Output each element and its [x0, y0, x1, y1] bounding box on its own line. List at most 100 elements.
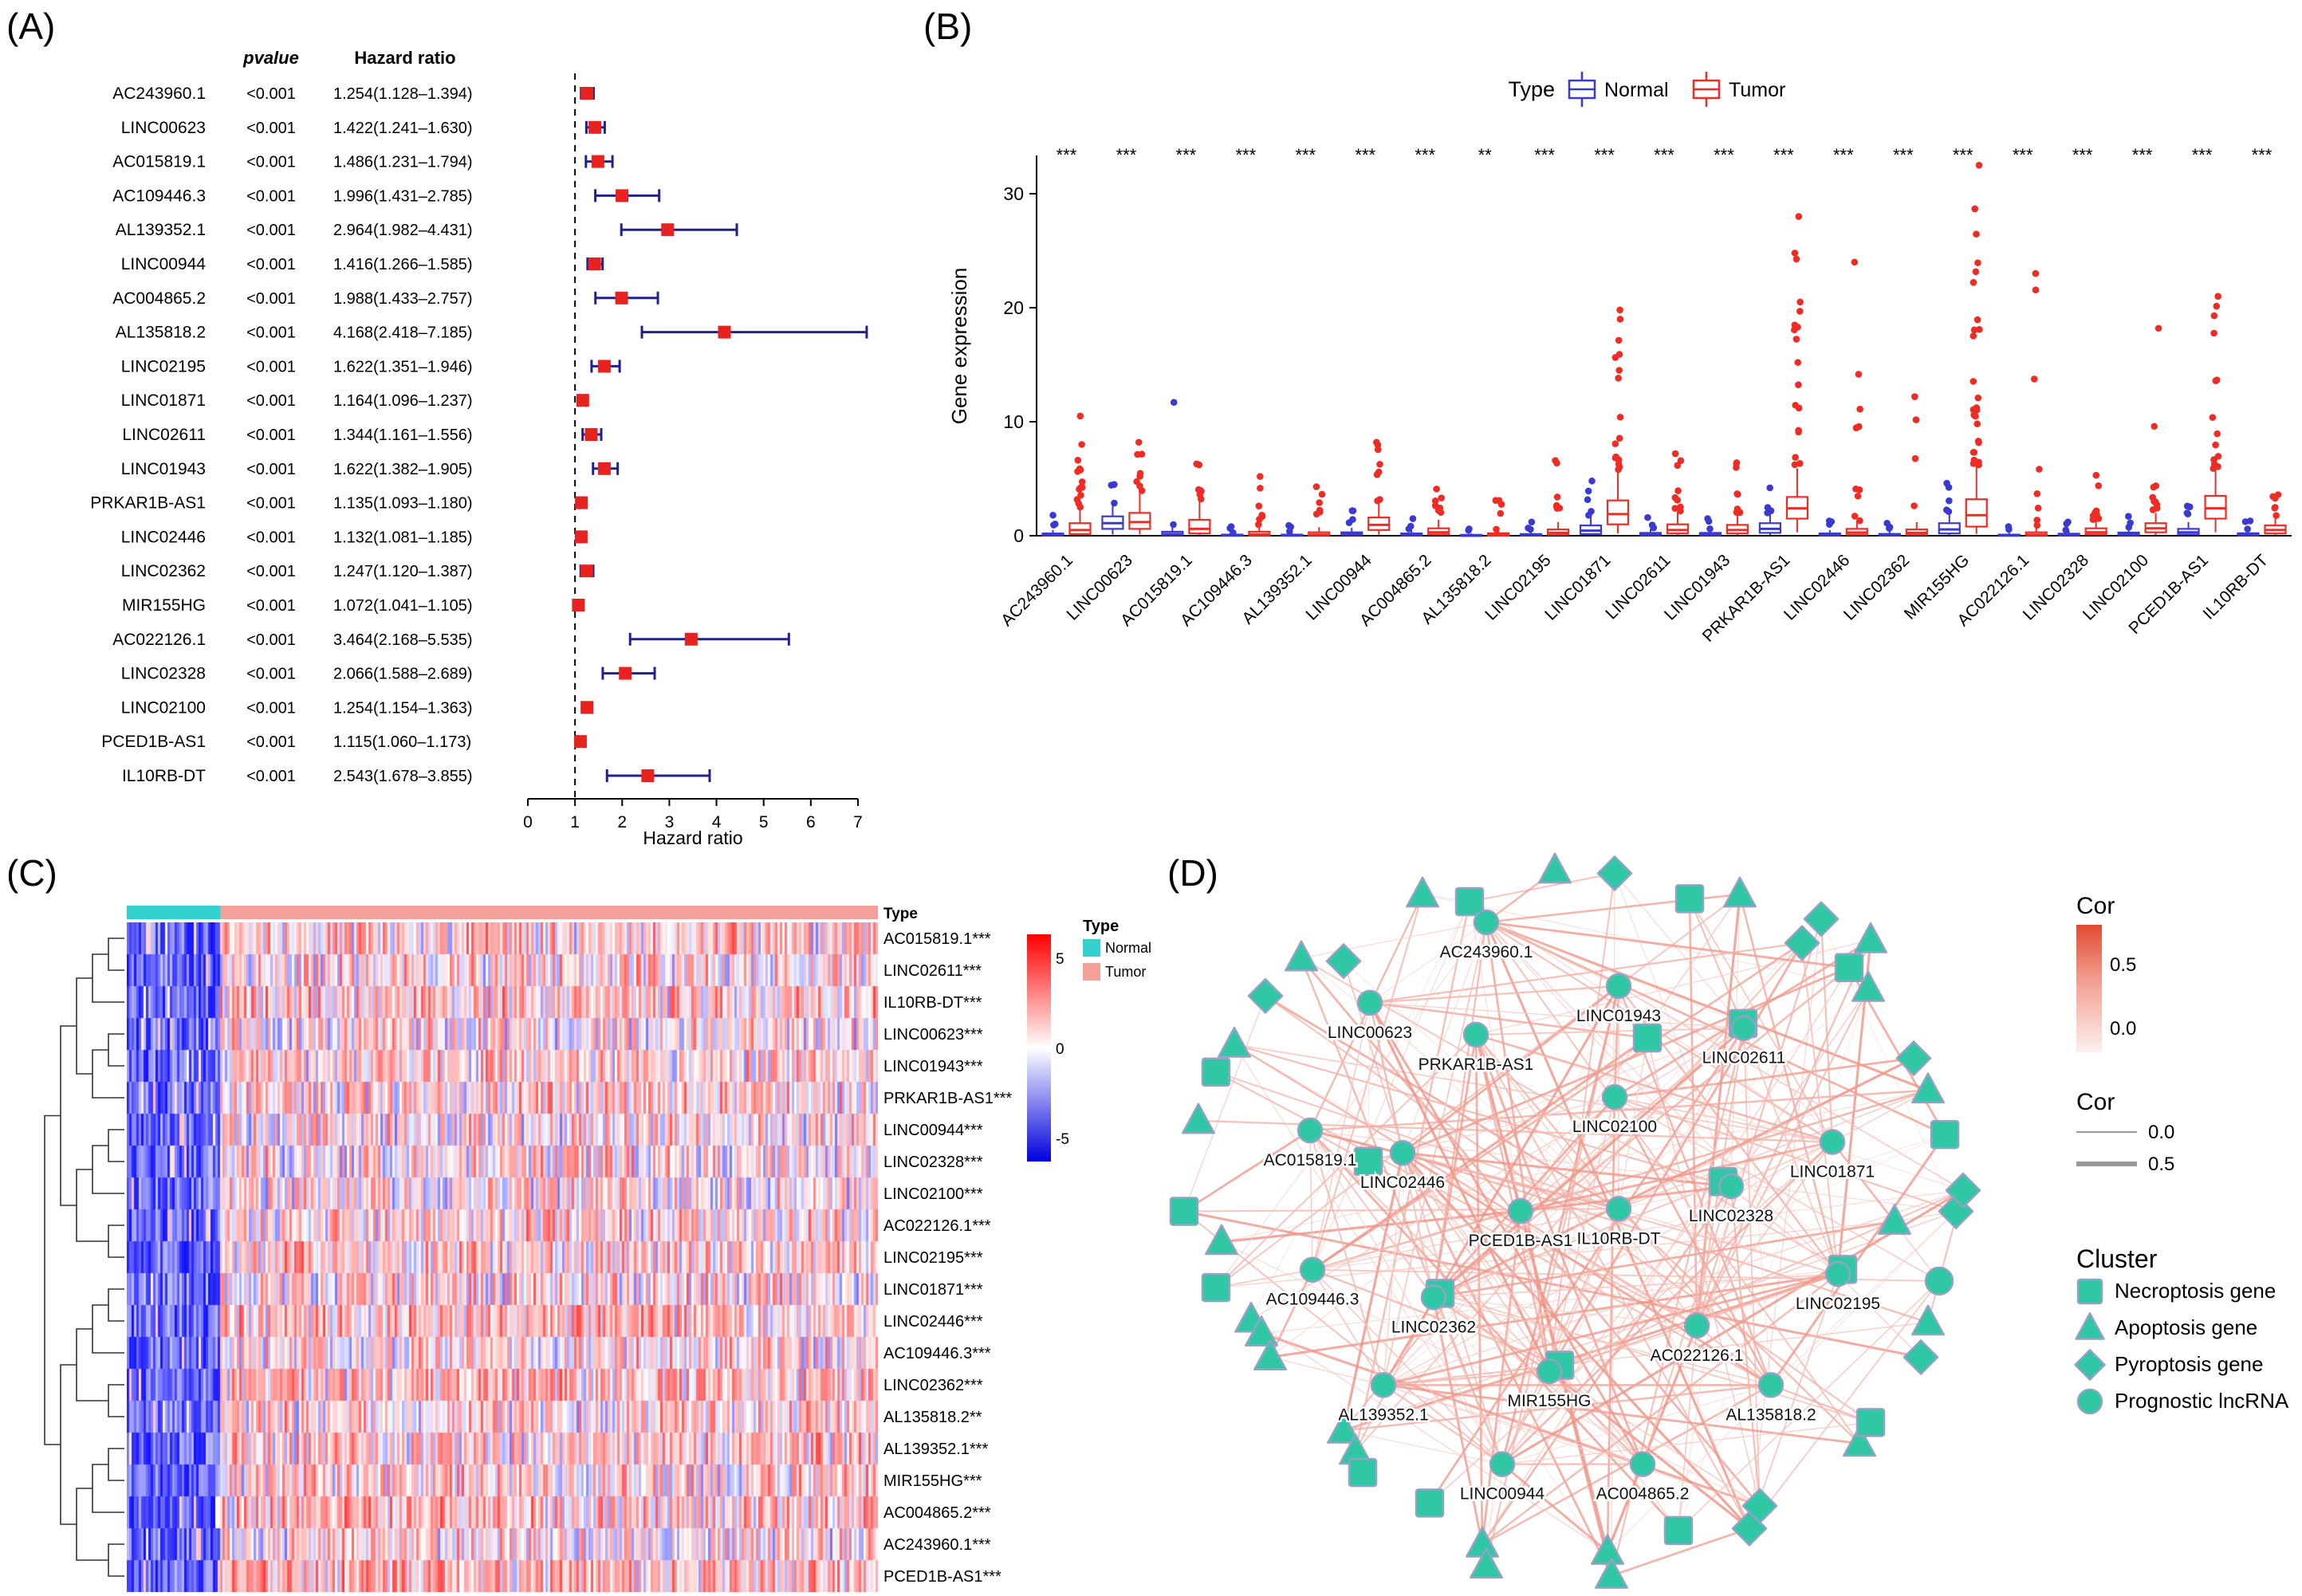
network-node-label: IL10RB-DT — [1576, 1229, 1660, 1248]
outlier-dot — [2212, 377, 2220, 384]
network-edge — [1215, 1034, 1477, 1288]
forest-x-tick: 0 — [523, 813, 533, 831]
significance-stars: ** — [1478, 145, 1493, 165]
network-edge — [1485, 1210, 1521, 1566]
forest-hr-marker — [591, 155, 604, 168]
outlier-dot — [2272, 512, 2280, 519]
heatmap-cells-canvas — [127, 922, 878, 1592]
forest-gene-label: LINC00623 — [121, 119, 206, 137]
network-node-label: AC022126.1 — [1651, 1346, 1744, 1365]
forest-pvalue: <0.001 — [246, 358, 296, 375]
outlier-dot — [1230, 529, 1237, 537]
outlier-dot — [1650, 524, 1658, 532]
outlier-dot — [1108, 482, 1116, 489]
outlier-dot — [1434, 506, 1442, 514]
legend-normal-label: Normal — [1105, 940, 1151, 956]
network-edge — [1485, 922, 1860, 1445]
network-edge — [1215, 1268, 1313, 1288]
outlier-dot — [1972, 268, 1980, 276]
forest-pvalue: <0.001 — [246, 392, 296, 410]
network-edge — [1475, 1033, 1833, 1143]
outlier-dot — [1796, 460, 1804, 467]
network-square-node — [1415, 1488, 1445, 1518]
network-lncrna-node — [1601, 1083, 1628, 1111]
outlier-dot — [2092, 471, 2100, 479]
network-triangle-node — [1182, 1103, 1215, 1134]
network-lncrna-node — [1536, 1358, 1563, 1385]
forest-hr-text: 3.464(2.168–5.535) — [333, 631, 473, 649]
outlier-dot — [2005, 525, 2013, 533]
network-edge — [1475, 1027, 1745, 1036]
network-edge — [1369, 941, 1803, 1004]
outlier-dot — [1285, 528, 1293, 535]
network-lncrna-node — [1507, 1197, 1534, 1225]
forest-pvalue: <0.001 — [246, 495, 296, 513]
network-edge — [1678, 1186, 1732, 1531]
colorbar-tick: 0 — [1056, 1041, 1064, 1058]
outlier-dot — [1677, 457, 1685, 465]
dendrogram-branch — [60, 1364, 77, 1525]
network-edge — [1269, 1269, 1314, 1358]
outlier-dot — [1588, 478, 1596, 485]
outlier-dot — [1465, 526, 1472, 534]
network-lncrna-node — [1629, 1451, 1656, 1477]
forest-gene-label: LINC01943 — [121, 460, 206, 478]
network-edge — [1647, 1037, 1844, 1270]
significance-stars: *** — [1893, 145, 1914, 165]
network-edge — [1617, 985, 1773, 1386]
forest-plot: pvalue Hazard ratio AC243960.1 <0.001 1.254(… — [90, 48, 868, 847]
forest-hr-text: 1.115(1.060–1.173) — [333, 733, 471, 751]
network-edge — [1548, 942, 1804, 1372]
network-edge — [1501, 1189, 1964, 1465]
outlier-dot — [1316, 499, 1323, 506]
network-edge — [1820, 918, 1834, 1142]
cluster-legend-triangle-icon — [2075, 1312, 2105, 1340]
network-edge — [1501, 1421, 1871, 1465]
network-edge — [1801, 942, 1839, 1275]
network-node-label: LINC02362 — [1391, 1318, 1476, 1336]
outlier-dot — [1974, 259, 1981, 266]
cor-width-legend-title: Cor — [2076, 1089, 2115, 1115]
outlier-dot — [2149, 493, 2157, 501]
dendrogram-branch — [60, 1025, 77, 1206]
outlier-dot — [1615, 466, 1622, 474]
outlier-dot — [2213, 302, 2221, 310]
network-edge — [1234, 1044, 1698, 1327]
network-edge — [1383, 1384, 1761, 1507]
network-edge — [1749, 1280, 1940, 1529]
network-edge — [1342, 1152, 1404, 1431]
outlier-dot — [1674, 462, 1682, 470]
forest-pvalue: <0.001 — [246, 631, 296, 649]
outlier-dot — [1612, 453, 1619, 461]
outlier-dot — [1074, 457, 1082, 464]
outlier-dot — [1706, 525, 1714, 533]
network-edge — [1433, 1296, 1698, 1327]
outlier-dot — [1945, 484, 1953, 491]
outlier-dot — [1971, 205, 1979, 213]
outlier-dot — [1851, 513, 1859, 520]
outlier-dot — [1615, 460, 1623, 468]
outlier-dot — [1795, 213, 1803, 220]
cluster-legend-label: Prognostic lncRNA — [2115, 1389, 2289, 1413]
network-triangle-node — [1595, 1558, 1628, 1589]
network-edge — [1221, 1241, 1761, 1507]
outlier-dot — [1792, 401, 1800, 409]
forest-hr-text: 4.168(2.418–7.185) — [333, 324, 473, 342]
heatmap-annotations: Type AC015819.1*** LINC02611*** IL10RB-DT**… — [44, 906, 1151, 1586]
outlier-dot — [1791, 250, 1799, 257]
network-edge — [1309, 1130, 1957, 1213]
box — [1188, 518, 1211, 535]
network-edge — [1520, 985, 1619, 1212]
network-triangle-node — [1470, 1547, 1503, 1579]
outlier-dot — [1431, 497, 1439, 505]
forest-hr-text: 1.622(1.382–1.905) — [333, 461, 473, 478]
legend-tumor-label: Tumor — [1729, 79, 1785, 101]
forest-hr-text: 1.344(1.161–1.556) — [333, 427, 473, 444]
heatmap-row-label: AC243960.1*** — [883, 1536, 991, 1554]
dendrogram-branch — [108, 1384, 124, 1417]
forest-hr-text: 1.486(1.231–1.794) — [333, 154, 473, 171]
significance-stars: *** — [1235, 145, 1256, 165]
outlier-dot — [2033, 521, 2041, 529]
significance-stars: *** — [2252, 145, 2272, 165]
